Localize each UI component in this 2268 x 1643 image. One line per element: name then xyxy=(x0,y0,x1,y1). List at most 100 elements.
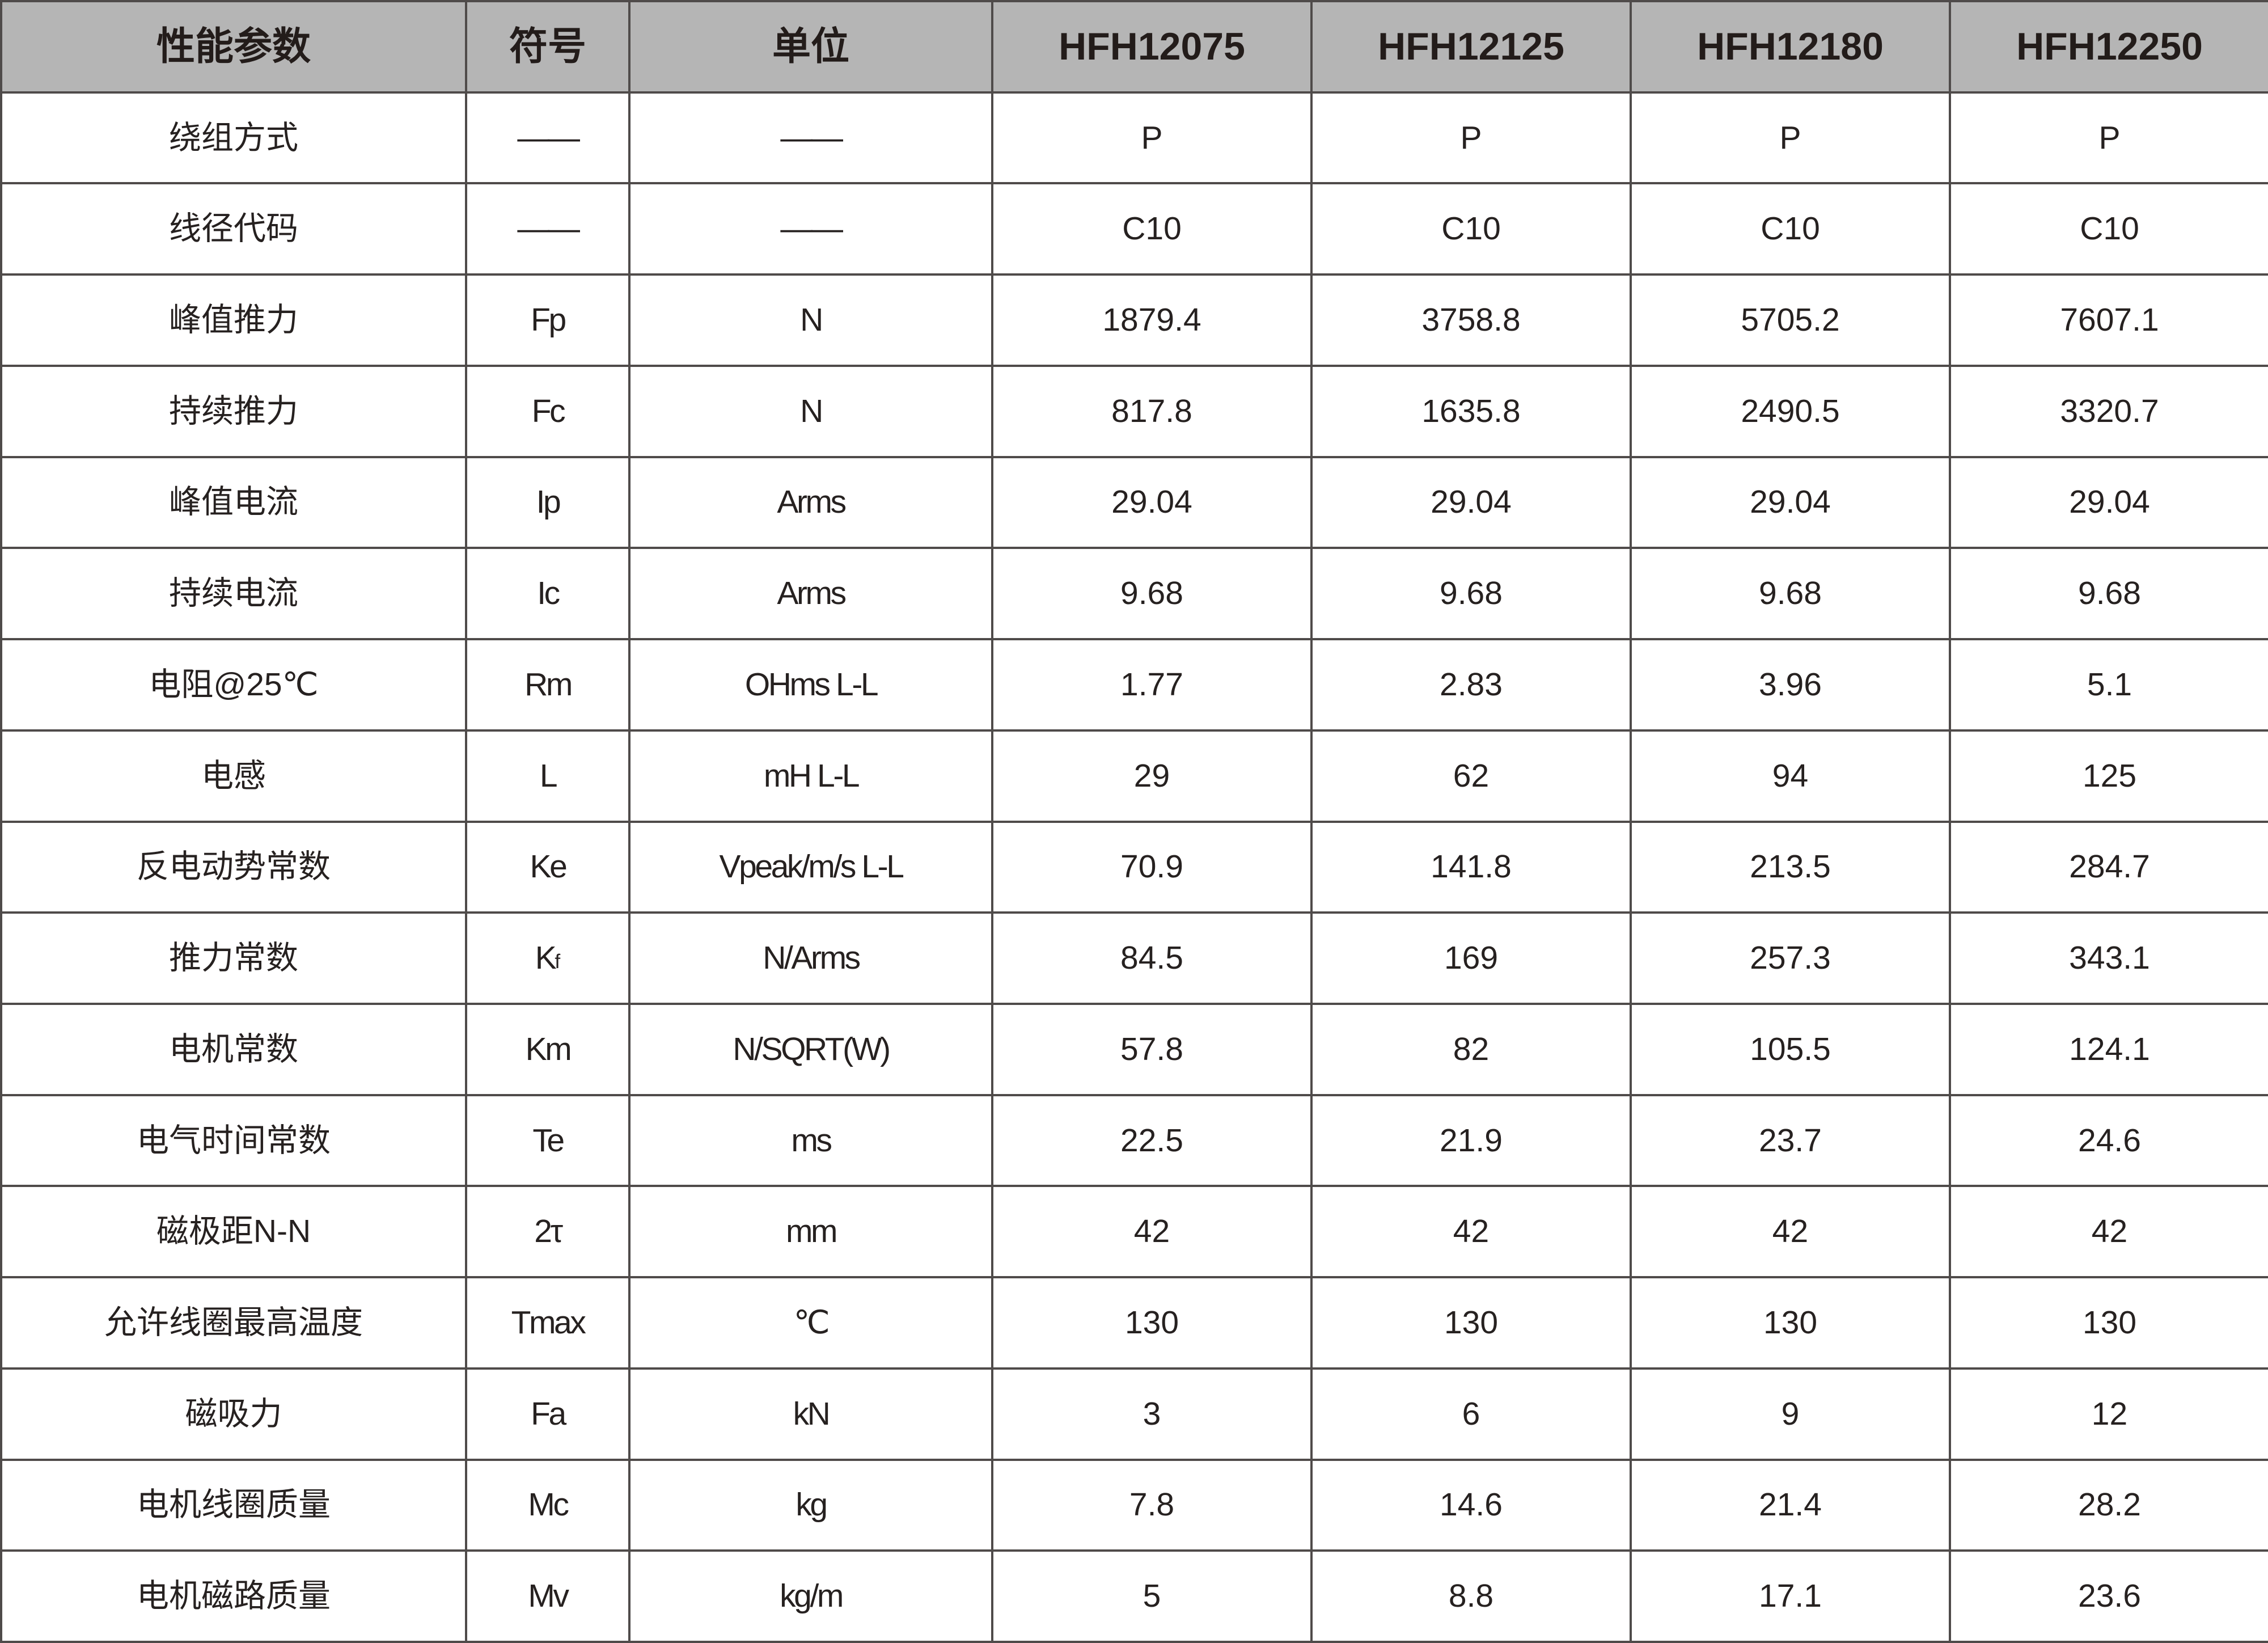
unit-cell: kN xyxy=(631,1369,993,1461)
symbol-cell: —— xyxy=(467,93,631,185)
symbol-cell: Fc xyxy=(467,366,631,458)
value-cell: 1879.4 xyxy=(993,276,1313,367)
unit-cell: ℃ xyxy=(631,1278,993,1370)
value-cell: P xyxy=(1632,93,1951,185)
header-cell-unit: 单位 xyxy=(631,2,993,94)
param-cell: 磁极距N-N xyxy=(2,1187,467,1279)
value-cell: 29.04 xyxy=(993,458,1313,550)
unit-cell: mH L-L xyxy=(631,731,993,823)
value-cell: 6 xyxy=(1313,1369,1632,1461)
param-cell: 电机线圈质量 xyxy=(2,1460,467,1552)
value-cell: 9.68 xyxy=(993,549,1313,641)
symbol-cell: Ic xyxy=(467,549,631,641)
value-cell: 42 xyxy=(993,1187,1313,1279)
symbol-cell: Rm xyxy=(467,640,631,732)
symbol-cell: —— xyxy=(467,184,631,276)
unit-cell: Vpeak/m/s L-L xyxy=(631,822,993,914)
unit-cell: kg/m xyxy=(631,1552,993,1643)
unit-cell: N/SQRT(W) xyxy=(631,1004,993,1096)
header-cell-symbol: 符号 xyxy=(467,2,631,94)
param-cell: 允许线圈最高温度 xyxy=(2,1278,467,1370)
symbol-cell: Tmax xyxy=(467,1278,631,1370)
value-cell: 3.96 xyxy=(1632,640,1951,732)
param-cell: 电感 xyxy=(2,731,467,823)
value-cell: 7607.1 xyxy=(1951,276,2268,367)
value-cell: 3 xyxy=(993,1369,1313,1461)
symbol-cell: 2τ xyxy=(467,1187,631,1279)
param-cell: 电机磁路质量 xyxy=(2,1552,467,1643)
param-cell: 峰值电流 xyxy=(2,458,467,550)
value-cell: P xyxy=(1313,93,1632,185)
value-cell: 257.3 xyxy=(1632,914,1951,1005)
unit-cell: OHms L-L xyxy=(631,640,993,732)
value-cell: 8.8 xyxy=(1313,1552,1632,1643)
value-cell: 130 xyxy=(1632,1278,1951,1370)
value-cell: 124.1 xyxy=(1951,1004,2268,1096)
header-cell-parameter: 性能参数 xyxy=(2,2,467,94)
value-cell: 169 xyxy=(1313,914,1632,1005)
unit-cell: —— xyxy=(631,93,993,185)
value-cell: C10 xyxy=(993,184,1313,276)
unit-cell: N xyxy=(631,276,993,367)
value-cell: 817.8 xyxy=(993,366,1313,458)
value-cell: 24.6 xyxy=(1951,1096,2268,1188)
param-cell: 持续推力 xyxy=(2,366,467,458)
value-cell: 130 xyxy=(993,1278,1313,1370)
param-cell: 峰值推力 xyxy=(2,276,467,367)
value-cell: 62 xyxy=(1313,731,1632,823)
unit-cell: Arms xyxy=(631,458,993,550)
value-cell: 3320.7 xyxy=(1951,366,2268,458)
value-cell: P xyxy=(993,93,1313,185)
symbol-cell: Mc xyxy=(467,1460,631,1552)
unit-cell: —— xyxy=(631,184,993,276)
param-cell: 持续电流 xyxy=(2,549,467,641)
unit-cell: N/Arms xyxy=(631,914,993,1005)
value-cell: 28.2 xyxy=(1951,1460,2268,1552)
unit-cell: kg xyxy=(631,1460,993,1552)
value-cell: 1.77 xyxy=(993,640,1313,732)
value-cell: 130 xyxy=(1951,1278,2268,1370)
value-cell: 7.8 xyxy=(993,1460,1313,1552)
value-cell: 21.4 xyxy=(1632,1460,1951,1552)
unit-cell: ms xyxy=(631,1096,993,1188)
value-cell: 5705.2 xyxy=(1632,276,1951,367)
symbol-cell: L xyxy=(467,731,631,823)
param-cell: 电阻@25℃ xyxy=(2,640,467,732)
param-cell: 电气时间常数 xyxy=(2,1096,467,1188)
value-cell: 284.7 xyxy=(1951,822,2268,914)
value-cell: 125 xyxy=(1951,731,2268,823)
value-cell: C10 xyxy=(1951,184,2268,276)
value-cell: 1635.8 xyxy=(1313,366,1632,458)
value-cell: 3758.8 xyxy=(1313,276,1632,367)
header-cell-model-hfh12075: HFH12075 xyxy=(993,2,1313,94)
value-cell: 57.8 xyxy=(993,1004,1313,1096)
value-cell: 17.1 xyxy=(1632,1552,1951,1643)
value-cell: 130 xyxy=(1313,1278,1632,1370)
value-cell: 22.5 xyxy=(993,1096,1313,1188)
value-cell: C10 xyxy=(1632,184,1951,276)
value-cell: 105.5 xyxy=(1632,1004,1951,1096)
value-cell: 213.5 xyxy=(1632,822,1951,914)
unit-cell: Arms xyxy=(631,549,993,641)
value-cell: C10 xyxy=(1313,184,1632,276)
header-cell-model-hfh12250: HFH12250 xyxy=(1951,2,2268,94)
value-cell: 12 xyxy=(1951,1369,2268,1461)
unit-cell: N xyxy=(631,366,993,458)
value-cell: 9 xyxy=(1632,1369,1951,1461)
value-cell: 29 xyxy=(993,731,1313,823)
value-cell: 343.1 xyxy=(1951,914,2268,1005)
value-cell: 9.68 xyxy=(1313,549,1632,641)
symbol-cell: Km xyxy=(467,1004,631,1096)
value-cell: 5 xyxy=(993,1552,1313,1643)
value-cell: 23.7 xyxy=(1632,1096,1951,1188)
value-cell: 42 xyxy=(1632,1187,1951,1279)
param-cell: 绕组方式 xyxy=(2,93,467,185)
value-cell: 14.6 xyxy=(1313,1460,1632,1552)
header-cell-model-hfh12125: HFH12125 xyxy=(1313,2,1632,94)
value-cell: 29.04 xyxy=(1632,458,1951,550)
value-cell: 2490.5 xyxy=(1632,366,1951,458)
value-cell: 42 xyxy=(1313,1187,1632,1279)
param-cell: 电机常数 xyxy=(2,1004,467,1096)
